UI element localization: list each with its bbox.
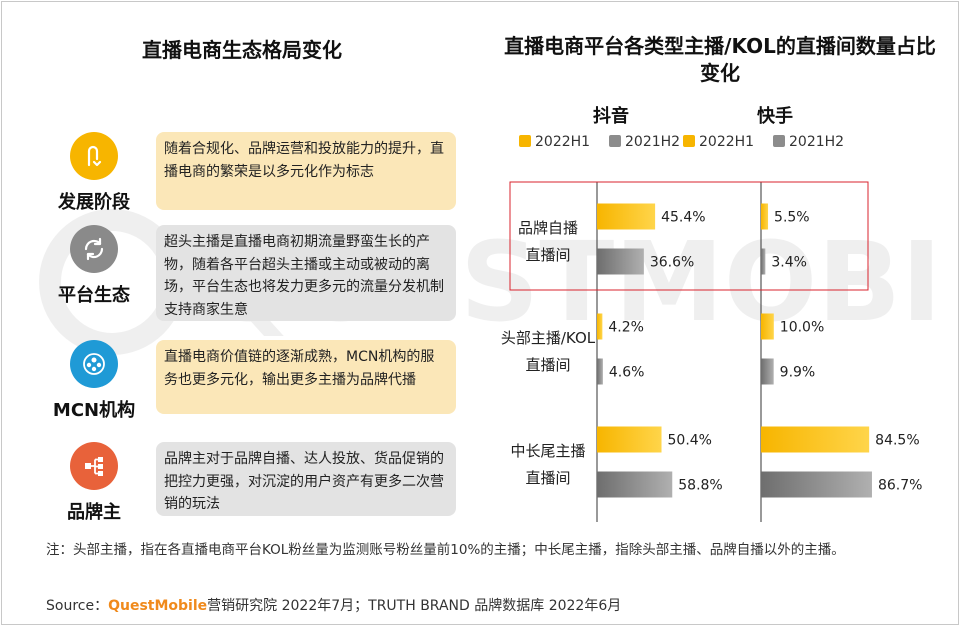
group-icon [70, 340, 118, 388]
legend-swatch [609, 135, 621, 147]
chart-title: 直播电商平台各类型主播/KOL的直播间数量占比变化 [504, 34, 936, 85]
stage-label: 发展阶段 [58, 192, 130, 213]
data-label: 4.2% [608, 320, 644, 336]
category-label: 直播间 [525, 356, 570, 374]
hierarchy-icon [70, 442, 118, 490]
bar [597, 203, 656, 230]
category-label: 品牌自播 [518, 219, 578, 237]
bar [597, 426, 662, 453]
data-label: 3.4% [771, 255, 807, 271]
panel-title: 快手 [757, 105, 793, 127]
category-label: 中长尾主播 [510, 442, 585, 460]
source-brand: QuestMobile [108, 598, 208, 614]
stage-item: 品牌主 品牌主对于品牌自播、达人投放、货品促销的把控力更强，对沉淀的用户资产有更多… [40, 442, 460, 523]
panel-title: 抖音 [593, 105, 629, 127]
bar [761, 248, 766, 275]
stage-description: 随着合规化、品牌运营和投放能力的提升，直播电商的繁荣是以多元化作为标志 [156, 132, 456, 210]
data-label: 36.6% [650, 255, 694, 271]
left-title: 直播电商生态格局变化 [142, 38, 342, 62]
data-label: 58.8% [678, 478, 722, 494]
source-line: Source：QuestMobile营销研究院 2022年7月；TRUTH BR… [46, 595, 926, 615]
legend-label: 2021H2 [625, 134, 680, 150]
stage-label: 平台生态 [58, 285, 130, 306]
stage-description: 直播电商价值链的逐渐成熟，MCN机构的服务也更多元化，输出更多主播为品牌代播 [156, 340, 456, 414]
bar [761, 313, 774, 340]
bar [761, 358, 774, 385]
footnote: 注：头部主播，指在各直播电商平台KOL粉丝量为监测账号粉丝量前10%的主播；中长… [46, 542, 845, 558]
legend-label: 2022H1 [699, 134, 754, 150]
stage-label: MCN机构 [52, 400, 136, 421]
legend-swatch [683, 135, 695, 147]
legend-label: 2022H1 [535, 134, 590, 150]
legend-swatch [519, 135, 531, 147]
highlight-box [509, 181, 869, 291]
legend-swatch [773, 135, 785, 147]
source-rest: 营销研究院 2022年7月；TRUTH BRAND 品牌数据库 2022年6月 [207, 598, 622, 614]
data-label: 9.9% [780, 365, 816, 381]
category-label: 直播间 [525, 246, 570, 264]
stage-label: 品牌主 [67, 502, 121, 523]
bar [597, 313, 603, 340]
refresh-icon [70, 225, 118, 273]
stage-description: 超头主播是直播电商初期流量野蛮生长的产物，随着各平台超头主播或主动或被动的离场，… [156, 225, 456, 321]
bar [597, 248, 644, 275]
data-label: 45.4% [661, 210, 705, 226]
stage-description: 品牌主对于品牌自播、达人投放、货品促销的把控力更强，对沉淀的用户资产有更多二次营… [156, 442, 456, 516]
category-label: 头部主播/KOL [501, 329, 596, 347]
bar [597, 358, 603, 385]
bar [597, 471, 673, 498]
stage-item: 平台生态 超头主播是直播电商初期流量野蛮生长的产物，随着各平台超头主播或主动或被动… [40, 225, 460, 325]
data-label: 4.6% [609, 365, 645, 381]
bar [761, 471, 872, 498]
bar [761, 426, 870, 453]
bar [761, 203, 769, 230]
legend-label: 2021H2 [789, 134, 844, 150]
u-turn-icon [70, 132, 118, 180]
category-label: 直播间 [525, 469, 570, 487]
stage-item: MCN机构 直播电商价值链的逐渐成熟，MCN机构的服务也更多元化，输出更多主播为品… [40, 340, 460, 421]
data-label: 5.5% [774, 210, 810, 226]
stage-item: 发展阶段 随着合规化、品牌运营和投放能力的提升，直播电商的繁荣是以多元化作为标志 [40, 132, 460, 214]
source-prefix: Source： [46, 598, 109, 614]
data-label: 10.0% [780, 320, 824, 336]
data-label: 86.7% [878, 478, 922, 494]
data-label: 50.4% [668, 433, 712, 449]
data-label: 84.5% [875, 433, 919, 449]
